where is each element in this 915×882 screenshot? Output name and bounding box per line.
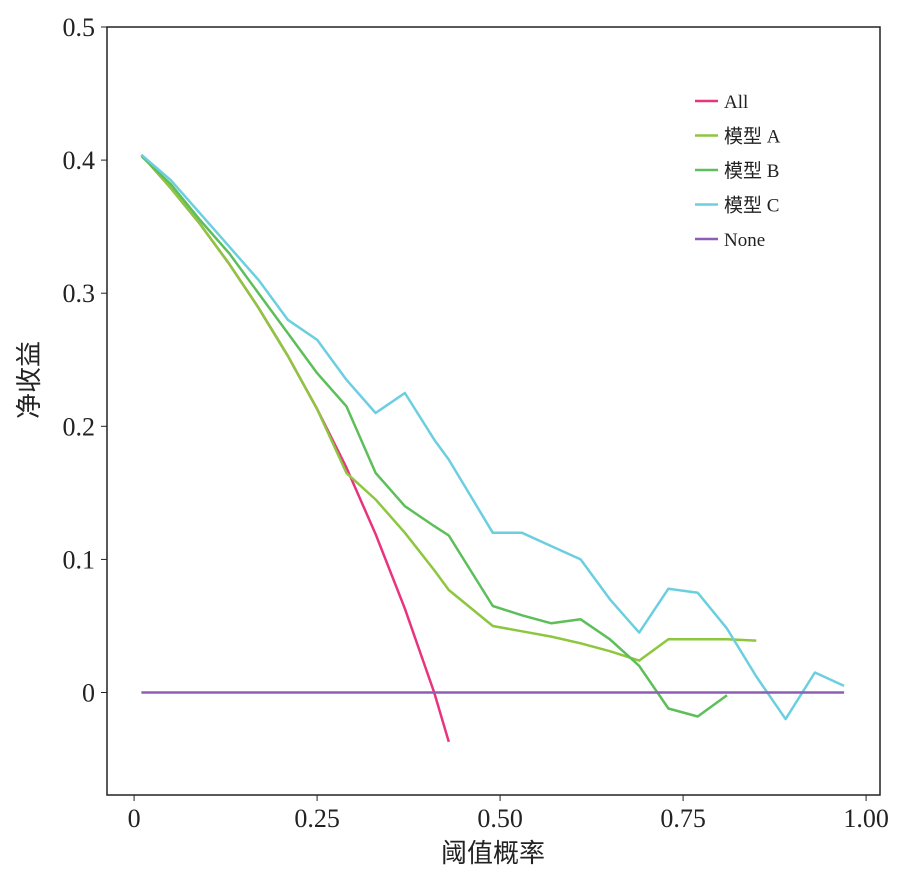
x-tick-label: 0.75: [660, 804, 706, 833]
x-axis-label: 阈值概率: [441, 839, 545, 868]
x-tick-label: 0: [128, 804, 141, 833]
legend-label: All: [724, 92, 748, 113]
legend-label: 模型 B: [724, 160, 779, 182]
legend-label: None: [724, 230, 765, 251]
x-tick-label: 1.00: [843, 804, 889, 833]
y-tick-label: 0.4: [63, 146, 96, 175]
x-tick-label: 0.25: [294, 804, 340, 833]
x-tick-label: 0.50: [477, 804, 523, 833]
legend-label: 模型 A: [724, 126, 781, 148]
y-tick-label: 0.2: [63, 412, 96, 441]
series-line: [140, 153, 450, 743]
y-tick-label: 0.5: [63, 13, 96, 42]
y-tick-label: 0: [82, 679, 95, 708]
y-tick-label: 0.3: [63, 279, 96, 308]
series-line: [140, 155, 728, 718]
plot-frame: [106, 26, 881, 796]
y-axis-label: 净收益: [15, 341, 44, 419]
series-line: [140, 153, 757, 662]
series-line: [140, 153, 845, 721]
legend-label: 模型 C: [724, 195, 779, 217]
y-tick-label: 0.1: [63, 545, 96, 574]
